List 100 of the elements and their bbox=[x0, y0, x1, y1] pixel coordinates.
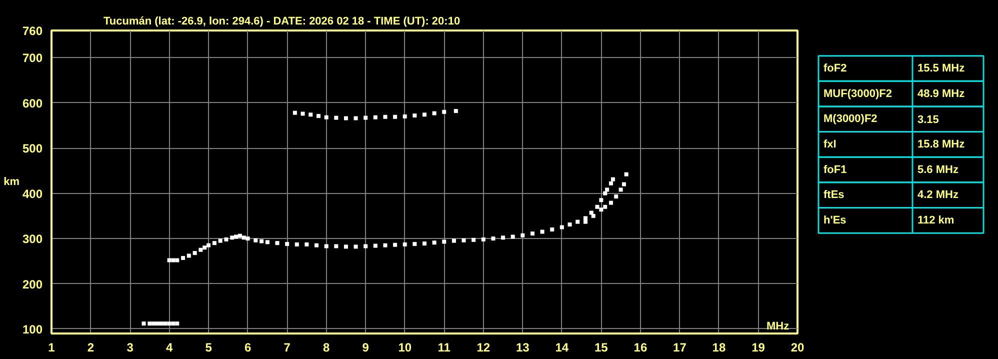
x-tick-label: 4 bbox=[166, 340, 173, 354]
point bbox=[402, 114, 407, 118]
point bbox=[452, 238, 456, 243]
point bbox=[364, 116, 368, 120]
point bbox=[275, 241, 280, 246]
y-tick-label: 600 bbox=[22, 96, 43, 110]
point bbox=[422, 242, 426, 246]
point bbox=[344, 116, 348, 120]
x-tick-label: 6 bbox=[244, 340, 252, 354]
y-tick-label: 100 bbox=[22, 322, 43, 336]
point bbox=[314, 243, 319, 248]
text: 112 km bbox=[918, 214, 954, 226]
point bbox=[308, 112, 313, 117]
point bbox=[462, 238, 466, 242]
point bbox=[568, 222, 572, 227]
point bbox=[373, 244, 378, 248]
y-tick-label: 200 bbox=[22, 277, 43, 292]
point bbox=[599, 198, 604, 202]
point bbox=[171, 258, 176, 262]
x-tick-label: 17 bbox=[673, 340, 687, 354]
point bbox=[442, 110, 446, 114]
category-label: fxI bbox=[824, 138, 836, 150]
point bbox=[481, 237, 486, 242]
point bbox=[354, 116, 358, 120]
point bbox=[501, 236, 506, 240]
point bbox=[260, 239, 264, 244]
point bbox=[550, 227, 554, 232]
point bbox=[246, 236, 250, 241]
point bbox=[238, 234, 242, 238]
point bbox=[510, 234, 515, 239]
point bbox=[230, 236, 234, 240]
point bbox=[609, 181, 613, 186]
point bbox=[422, 112, 426, 117]
point bbox=[454, 109, 458, 113]
point bbox=[285, 242, 290, 246]
x-tick-label: 18 bbox=[712, 340, 726, 354]
point bbox=[624, 172, 628, 176]
x-tick-label: 1 bbox=[48, 340, 56, 354]
point bbox=[560, 225, 564, 230]
category-label: foF1 bbox=[824, 164, 847, 176]
y-tick-label: 500 bbox=[22, 142, 43, 156]
text: 4.2 MHz bbox=[918, 189, 958, 202]
y-tick-label: 300 bbox=[22, 232, 43, 246]
point bbox=[603, 191, 608, 196]
point bbox=[618, 188, 623, 192]
point bbox=[442, 240, 446, 244]
point bbox=[186, 254, 191, 258]
point bbox=[304, 242, 309, 246]
point bbox=[324, 115, 328, 120]
point bbox=[334, 116, 338, 120]
x-axis-title: MHz bbox=[766, 320, 790, 332]
point bbox=[206, 243, 211, 248]
text: 5.6 MHz bbox=[918, 164, 958, 176]
point bbox=[344, 244, 348, 249]
point bbox=[171, 322, 176, 326]
point bbox=[609, 200, 613, 205]
point bbox=[265, 240, 270, 244]
point bbox=[181, 256, 186, 260]
point bbox=[300, 112, 305, 116]
point bbox=[224, 237, 228, 242]
text: 48.9 MHz bbox=[918, 88, 965, 100]
chart-title: Tucumán (lat: -26.9, lon: 294.6) - DATE: 2026 02 18 - TIME (UT): 20:10 bbox=[104, 16, 460, 28]
x-tick-label: 7 bbox=[284, 340, 291, 354]
point bbox=[163, 322, 168, 326]
y-tick-label: 760 bbox=[22, 24, 43, 38]
point bbox=[383, 243, 388, 248]
category-label: ftEs bbox=[824, 189, 844, 202]
point bbox=[603, 204, 608, 209]
point bbox=[583, 220, 588, 224]
x-tick-label: 16 bbox=[634, 340, 648, 354]
point bbox=[383, 114, 388, 119]
category-label: MUF(3000)F2 bbox=[824, 88, 892, 100]
point bbox=[432, 240, 436, 245]
point bbox=[599, 208, 604, 212]
point bbox=[491, 236, 496, 241]
point bbox=[212, 241, 216, 246]
point bbox=[334, 244, 338, 248]
x-tick-label: 13 bbox=[516, 340, 530, 354]
point bbox=[605, 188, 610, 192]
point bbox=[202, 246, 207, 250]
point bbox=[614, 194, 618, 198]
text: 15.8 MHz bbox=[918, 138, 965, 150]
x-tick-label: 20 bbox=[790, 340, 804, 354]
point bbox=[432, 111, 436, 116]
x-tick-label: 12 bbox=[476, 340, 490, 354]
category-label: M(3000)F2 bbox=[824, 113, 878, 126]
x-tick-label: 9 bbox=[362, 340, 370, 354]
x-tick-label: 11 bbox=[438, 340, 451, 354]
point bbox=[242, 236, 246, 240]
x-tick-label: 14 bbox=[555, 340, 569, 354]
x-tick-label: 19 bbox=[752, 340, 766, 354]
point bbox=[393, 114, 398, 119]
x-tick-label: 10 bbox=[398, 340, 412, 354]
point bbox=[595, 204, 600, 209]
x-tick-label: 3 bbox=[126, 340, 134, 354]
point bbox=[292, 110, 297, 115]
text: 15.5 MHz bbox=[918, 62, 965, 74]
point bbox=[148, 322, 152, 326]
x-tick-label: 2 bbox=[87, 340, 94, 354]
point bbox=[218, 238, 222, 243]
